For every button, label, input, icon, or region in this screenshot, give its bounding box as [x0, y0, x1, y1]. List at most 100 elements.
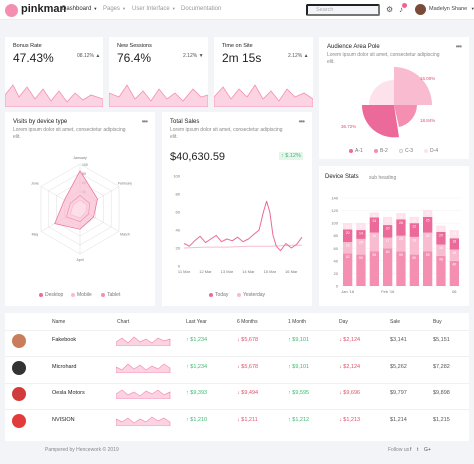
- slice-label: 36.72%: [341, 124, 356, 129]
- bar-segment: [396, 251, 406, 286]
- company-name[interactable]: Oesla Motors: [52, 390, 85, 396]
- cell-one-month: ↑ $9,101: [288, 337, 310, 343]
- card-subtitle: sub heading: [369, 175, 397, 181]
- column-header[interactable]: Sale: [390, 319, 401, 325]
- bar-segment: [343, 253, 353, 286]
- bar-data-label: 28: [412, 239, 416, 243]
- row-sparkline: [116, 389, 171, 399]
- search-input[interactable]: [306, 4, 380, 16]
- twitter-icon[interactable]: t: [417, 447, 419, 453]
- bar-segment: [369, 251, 379, 286]
- cell-sale: $3,141: [390, 337, 407, 343]
- bar-segment: [396, 219, 406, 236]
- column-header[interactable]: Day: [339, 319, 348, 325]
- gear-icon[interactable]: ⚙: [386, 5, 394, 14]
- bar-data-label: 18: [452, 240, 456, 244]
- bar-segment: [449, 230, 459, 239]
- column-header[interactable]: Chart: [117, 319, 130, 325]
- legend-item: Yesterday: [237, 292, 265, 298]
- bar-segment: [356, 230, 366, 239]
- y-tick-label: 0: [178, 264, 181, 269]
- stacked-bar-chart: 0 20 40 60 80 100 120 140 52 18 20 10 Jan '16 50 25 14 1…: [331, 196, 461, 294]
- series-line-yesterday: [183, 244, 302, 249]
- cell-day: ↓ $2,124: [339, 337, 361, 343]
- sparkline-chart: [5, 84, 103, 107]
- chevron-down-icon: ▼: [122, 6, 126, 11]
- company-name[interactable]: Fakebook: [52, 337, 77, 343]
- bar-segment: [356, 238, 366, 255]
- brand-name[interactable]: pinkman: [21, 3, 67, 15]
- cell-buy: $5,151: [433, 337, 450, 343]
- sparkline-area: [116, 416, 171, 426]
- sparkline-area: [5, 84, 103, 107]
- logo-icon: [5, 4, 18, 17]
- bar-data-label: 30: [426, 234, 430, 238]
- user-name[interactable]: Madelyn Shane ▼: [429, 6, 474, 12]
- radar-axis-label: Jamuary: [73, 156, 87, 160]
- cell-last-year: ↑ $1,210: [186, 416, 208, 423]
- sparkline-area: [116, 363, 171, 373]
- column-header[interactable]: Last Year: [186, 319, 207, 325]
- bar-data-label: 18: [346, 244, 350, 248]
- y-tick-label: 100: [173, 174, 180, 179]
- more-icon[interactable]: •••: [455, 42, 462, 51]
- bar-segment: [383, 248, 393, 286]
- bar-segment: [449, 238, 459, 250]
- stat-card-new-sessions: New Sessions 76.4% 2.12% ▼: [109, 37, 208, 107]
- legend-item: D-4: [424, 148, 438, 154]
- nav-pages[interactable]: Pages ▼: [103, 6, 126, 12]
- cell-six-months: ↓ $5,678: [237, 337, 259, 343]
- bar-data-label: 18: [452, 251, 456, 255]
- company-table: [5, 313, 469, 441]
- bar-data-label: 14: [359, 232, 363, 236]
- bar-data-label: 55: [372, 253, 376, 257]
- bar-segment: [356, 254, 366, 286]
- card-title: Total Sales: [170, 119, 200, 125]
- radar-axis-label: April: [76, 258, 83, 262]
- bar-data-label: 17: [386, 239, 390, 243]
- cell-last-year: ↑ $1,234: [186, 363, 208, 370]
- bar-segment: [436, 231, 446, 245]
- bar-data-label: 18: [439, 246, 443, 250]
- radar-tick-label: 80: [82, 172, 86, 176]
- bar-data-label: 8: [373, 214, 375, 218]
- bar-data-label: 25: [399, 237, 403, 241]
- column-header[interactable]: Buy: [433, 319, 442, 325]
- sparkline-area: [109, 84, 208, 107]
- company-name[interactable]: NVISION: [52, 416, 75, 423]
- company-name[interactable]: Microhard: [52, 363, 77, 370]
- avatar[interactable]: [415, 4, 426, 15]
- cell-sale: $5,262: [390, 363, 407, 370]
- bar-data-label: 22: [412, 225, 416, 229]
- chevron-down-icon: ▼: [470, 6, 474, 11]
- stat-card-time-on-site: Time on Site 2m 15s 2.12% ▲: [214, 37, 313, 107]
- slice-d4: [369, 80, 394, 105]
- google-plus-icon[interactable]: G+: [424, 447, 431, 453]
- chevron-down-icon: ▼: [171, 6, 176, 11]
- more-icon[interactable]: •••: [298, 117, 305, 126]
- bar-segment: [449, 249, 459, 261]
- follow-us: Follow us: [388, 447, 410, 453]
- sparkline-area: [214, 84, 313, 107]
- nav-dashboard[interactable]: Dashboard ▼: [62, 6, 98, 12]
- bar-segment: [343, 223, 353, 230]
- bar-segment: [409, 223, 419, 237]
- bar-segment: [383, 216, 393, 226]
- radar-series-tablet: [69, 199, 88, 219]
- nav-user-interface[interactable]: User Interface ▼: [132, 6, 176, 12]
- facebook-icon[interactable]: f: [410, 447, 412, 453]
- bar-segment: [396, 213, 406, 220]
- column-header[interactable]: 1 Month: [288, 319, 307, 325]
- more-icon[interactable]: •••: [141, 117, 148, 126]
- cell-six-months: ↓ $5,678: [237, 363, 259, 370]
- stat-change: 2.12% ▲: [288, 53, 309, 59]
- y-tick-label: 60: [334, 246, 339, 251]
- nav-documentation[interactable]: Documentation: [181, 6, 222, 12]
- bar-segment: [436, 255, 446, 286]
- column-header[interactable]: Name: [52, 319, 66, 325]
- y-tick-label: 80: [176, 192, 181, 197]
- column-header[interactable]: 6 Months: [237, 319, 258, 325]
- company-logo-icon: [12, 360, 26, 375]
- bell-icon[interactable]: ♪: [399, 5, 403, 14]
- device-stats-card: Device Stats sub heading 0 20 40 60 80 100 120…: [319, 166, 469, 306]
